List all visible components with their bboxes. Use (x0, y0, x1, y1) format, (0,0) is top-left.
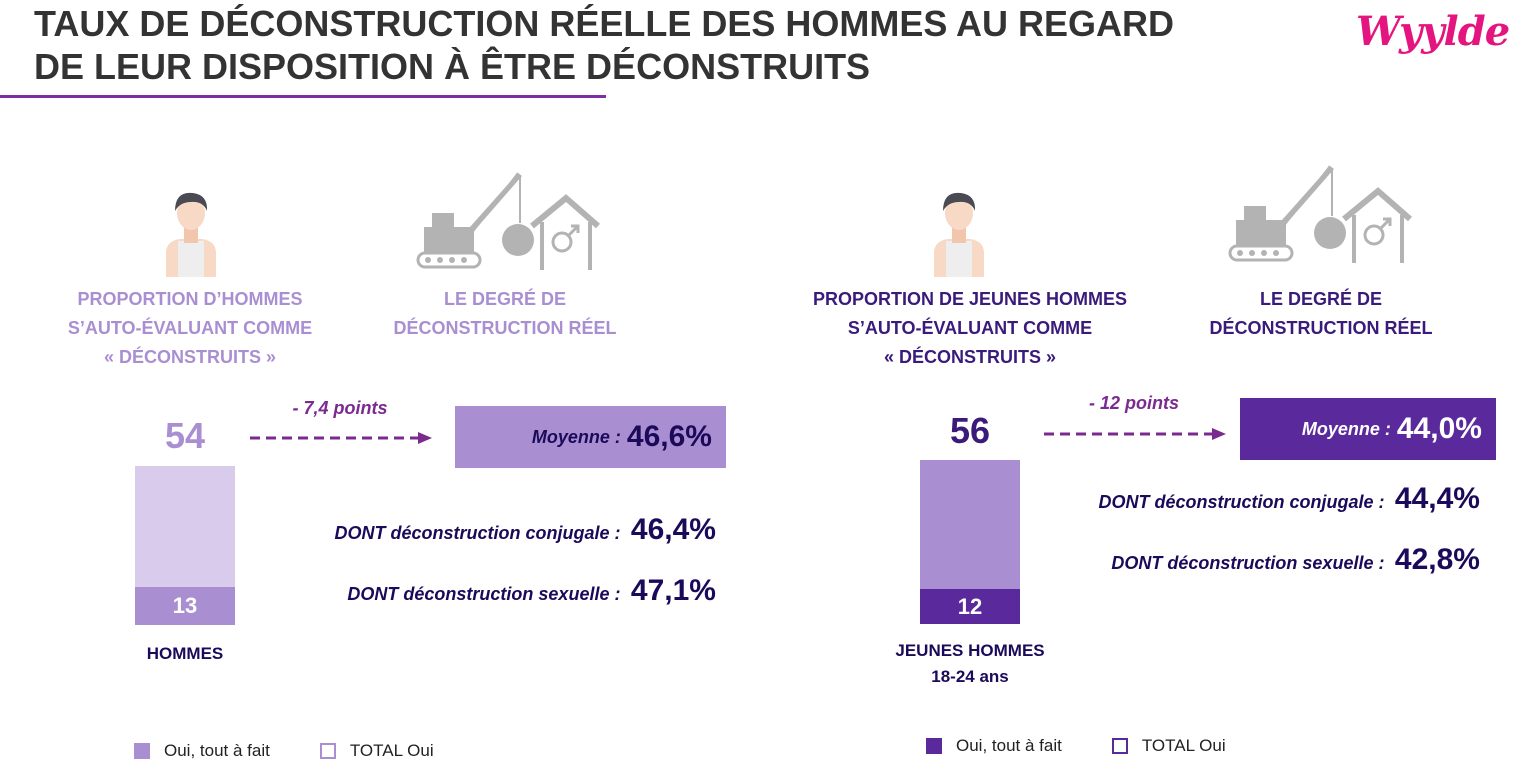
page-title: TAUX DE DÉCONSTRUCTION RÉELLE DES HOMMES… (34, 2, 1194, 88)
sexuelle-label: DONT déconstruction sexuelle : (1111, 553, 1385, 573)
bar-oui-tout-a-fait: 12 (920, 589, 1020, 624)
bar-total-oui (920, 460, 1020, 589)
legend-item-oui-tout-a-fait: Oui, tout à fait (134, 741, 270, 761)
header-right-line-2: DÉCONSTRUCTION RÉEL (393, 318, 617, 338)
caption-line-1: JEUNES HOMMES (895, 641, 1045, 660)
demolition-crane-icon (1228, 165, 1334, 262)
conjugale-value: 44,4% (1394, 482, 1480, 515)
title-underline (0, 95, 606, 98)
header-left-line-3: « DÉCONSTRUITS » (883, 347, 1057, 367)
average-label: Moyenne : (1301, 418, 1391, 439)
header-left-line-3: « DÉCONSTRUITS » (103, 347, 277, 367)
bar-caption: HOMMES (110, 641, 260, 667)
header-right-line-2: DÉCONSTRUCTION RÉEL (1209, 318, 1433, 338)
legend: Oui, tout à fait TOTAL Oui (926, 736, 1276, 756)
conjugale-row: DONT déconstruction conjugale : 46,4% (334, 513, 716, 547)
average-value: 44,0% (1396, 412, 1482, 445)
oui-tout-a-fait-value: 12 (957, 594, 983, 619)
legend-swatch-oui-tout-a-fait (134, 743, 150, 759)
demolition-crane-icon (416, 172, 522, 269)
stacked-bar: 13 (135, 466, 235, 625)
average-box: Moyenne : 44,0% (1240, 398, 1496, 460)
stacked-bar: 12 (920, 460, 1020, 624)
title-line-1: TAUX DE DÉCONSTRUCTION RÉELLE DES HOMMES… (34, 3, 1175, 44)
panel-jeunes-hommes: PROPORTION DE JEUNES HOMMES S’AUTO-ÉVALU… (768, 0, 1536, 783)
total-oui-value: 56 (949, 410, 991, 451)
legend-swatch-total-oui (319, 743, 336, 759)
header-self-assessed: PROPORTION D’HOMMES S’AUTO-ÉVALUANT COMM… (40, 285, 340, 372)
legend-item-total-oui: TOTAL Oui (1111, 736, 1226, 756)
difference-label: - 7,4 points (292, 398, 388, 418)
legend-label-oui-tout-a-fait: Oui, tout à fait (164, 741, 270, 760)
legend-swatch-oui-tout-a-fait (926, 738, 942, 754)
sexuelle-row: DONT déconstruction sexuelle : 47,1% (347, 574, 716, 608)
person-icon (166, 192, 216, 277)
total-oui-value: 54 (164, 415, 206, 456)
header-real-degree: LE DEGRÉ DE DÉCONSTRUCTION RÉEL (370, 285, 640, 343)
sexuelle-value: 42,8% (1394, 543, 1480, 576)
dashed-arrow (1044, 428, 1226, 440)
legend-item-oui-tout-a-fait: Oui, tout à fait (926, 736, 1062, 756)
sexuelle-row: DONT déconstruction sexuelle : 42,8% (1111, 543, 1480, 577)
person-icon (934, 192, 984, 277)
conjugale-row: DONT déconstruction conjugale : 44,4% (1098, 482, 1480, 516)
difference-label: - 12 points (1088, 393, 1179, 413)
wrecking-ball-icon (502, 224, 534, 256)
sexuelle-label: DONT déconstruction sexuelle : (347, 584, 621, 604)
house-male-symbol-icon (530, 194, 600, 270)
header-real-degree: LE DEGRÉ DE DÉCONSTRUCTION RÉEL (1186, 285, 1456, 343)
legend-swatch-total-oui (1111, 738, 1128, 754)
bar-oui-tout-a-fait: 13 (135, 587, 235, 625)
caption-line-1: HOMMES (146, 644, 224, 663)
legend-item-total-oui: TOTAL Oui (319, 741, 434, 761)
header-right-line-1: LE DEGRÉ DE (443, 289, 567, 309)
conjugale-label: DONT déconstruction conjugale : (1098, 492, 1385, 512)
oui-tout-a-fait-value: 13 (172, 593, 198, 618)
header-left-line-2: S’AUTO-ÉVALUANT COMME (67, 318, 313, 338)
panel-hommes: PROPORTION D’HOMMES S’AUTO-ÉVALUANT COMM… (40, 172, 726, 761)
average-label: Moyenne : (531, 426, 621, 447)
conjugale-value: 46,4% (630, 513, 716, 546)
dashed-arrow (250, 432, 432, 444)
legend: Oui, tout à fait TOTAL Oui (134, 741, 484, 761)
legend-label-total-oui: TOTAL Oui (1141, 736, 1226, 755)
header-left-line-2: S’AUTO-ÉVALUANT COMME (847, 318, 1093, 338)
bar-total-oui (135, 466, 235, 587)
conjugale-label: DONT déconstruction conjugale : (334, 523, 621, 543)
average-box: Moyenne : 46,6% (455, 406, 726, 468)
bar-caption: JEUNES HOMMES 18-24 ans (880, 638, 1060, 690)
header-left-line-1: PROPORTION D’HOMMES (77, 289, 303, 309)
title-line-2: DE LEUR DISPOSITION À ÊTRE DÉCONSTRUITS (34, 46, 871, 87)
sexuelle-value: 47,1% (630, 574, 716, 607)
header-self-assessed: PROPORTION DE JEUNES HOMMES S’AUTO-ÉVALU… (790, 285, 1150, 372)
legend-label-total-oui: TOTAL Oui (349, 741, 434, 760)
header-left-line-1: PROPORTION DE JEUNES HOMMES (812, 289, 1128, 309)
brand-logo: Wyylde (1356, 8, 1510, 55)
caption-line-2: 18-24 ans (931, 667, 1009, 686)
house-male-symbol-icon (1342, 187, 1412, 263)
wrecking-ball-icon (1314, 217, 1346, 249)
legend-label-oui-tout-a-fait: Oui, tout à fait (956, 736, 1062, 755)
average-value: 46,6% (626, 420, 712, 453)
header-right-line-1: LE DEGRÉ DE (1259, 289, 1383, 309)
